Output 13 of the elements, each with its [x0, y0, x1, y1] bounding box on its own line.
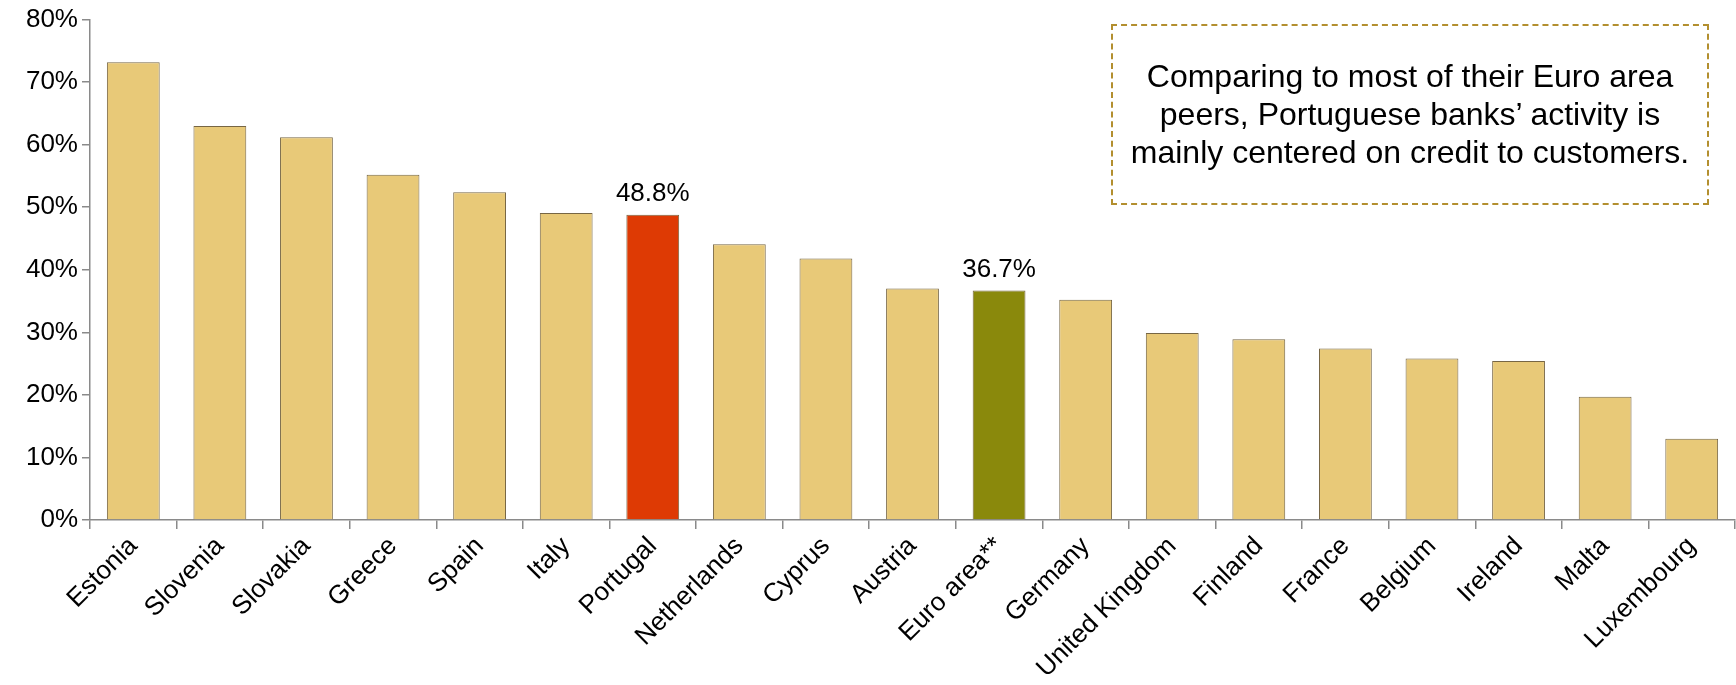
- annotation: Comparing to most of their Euro area peers, Portuguese banks’ activity is mainly centered on credit to customers.: [1129, 57, 1691, 171]
- y-tick-label: 40%: [25, 252, 78, 283]
- y-tick-label: 50%: [25, 190, 78, 221]
- y-tick-label: 10%: [25, 440, 78, 471]
- y-tick-label: 0%: [40, 503, 78, 534]
- y-tick-label: 20%: [25, 378, 78, 409]
- y-tick-label: 80%: [25, 2, 78, 33]
- data-label: 36.7%: [962, 252, 1036, 283]
- data-label: 48.8%: [615, 176, 690, 207]
- y-tick-label: 30%: [25, 315, 78, 346]
- x-tick-label: Italy: [520, 530, 576, 586]
- y-tick-label: 60%: [25, 127, 78, 158]
- y-tick-label: 70%: [25, 65, 78, 96]
